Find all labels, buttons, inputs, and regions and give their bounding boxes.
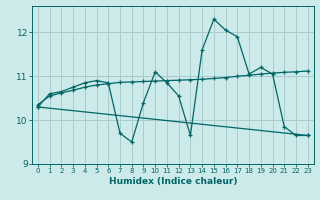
X-axis label: Humidex (Indice chaleur): Humidex (Indice chaleur) bbox=[108, 177, 237, 186]
